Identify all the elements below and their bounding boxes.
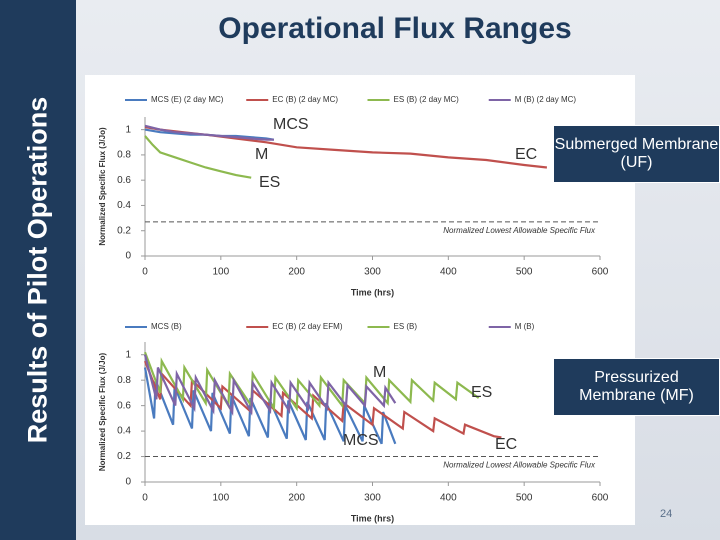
y-tick-label: 0.6 bbox=[117, 400, 131, 411]
series-line bbox=[144, 135, 252, 179]
x-tick-label: 0 bbox=[142, 493, 148, 504]
y-tick-label: 0.8 bbox=[117, 375, 131, 386]
x-tick-label: 200 bbox=[288, 267, 305, 278]
y-tick-label: 1 bbox=[125, 124, 131, 135]
x-tick-label: 400 bbox=[440, 267, 457, 278]
y-tick-label: 0.2 bbox=[117, 225, 131, 236]
series-annotation: EC bbox=[495, 436, 517, 453]
legend-label: M (B) bbox=[515, 322, 535, 331]
x-tick-label: 100 bbox=[212, 493, 229, 504]
x-tick-label: 200 bbox=[288, 493, 305, 504]
sidebar: Results of Pilot Operations bbox=[0, 0, 76, 540]
y-tick-label: 0.6 bbox=[117, 175, 131, 186]
y-axis-title: Normalized Specific Flux (J/Jo) bbox=[98, 127, 107, 246]
legend-label: ES (B) (2 day MC) bbox=[394, 95, 460, 104]
x-axis-title: Time (hrs) bbox=[351, 287, 394, 297]
series-annotation: MCS bbox=[273, 116, 309, 133]
x-axis-title: Time (hrs) bbox=[351, 513, 394, 523]
x-tick-label: 300 bbox=[364, 493, 381, 504]
series-annotation: ES bbox=[471, 384, 492, 401]
series-annotation: EC bbox=[515, 146, 537, 163]
chart-background bbox=[85, 75, 635, 525]
legend-label: MCS (B) bbox=[151, 322, 182, 331]
x-tick-label: 100 bbox=[212, 267, 229, 278]
x-tick-label: 600 bbox=[592, 267, 609, 278]
callout: Pressurized Membrane (MF) bbox=[553, 358, 720, 416]
x-tick-label: 600 bbox=[592, 493, 609, 504]
legend-label: EC (B) (2 day EFM) bbox=[272, 322, 343, 331]
y-tick-label: 0.8 bbox=[117, 150, 131, 161]
legend-label: MCS (E) (2 day MC) bbox=[151, 95, 224, 104]
threshold-label: Normalized Lowest Allowable Specific Flu… bbox=[443, 461, 596, 470]
series-line bbox=[143, 367, 397, 445]
x-tick-label: 500 bbox=[516, 493, 533, 504]
legend-label: ES (B) bbox=[394, 322, 418, 331]
series-line bbox=[143, 354, 397, 416]
y-tick-label: 0 bbox=[125, 251, 131, 262]
x-tick-label: 400 bbox=[440, 493, 457, 504]
x-tick-label: 500 bbox=[516, 267, 533, 278]
y-tick-label: 1 bbox=[125, 349, 131, 360]
y-axis-title: Normalized Specific Flux (J/Jo) bbox=[98, 353, 107, 472]
y-tick-label: 0.2 bbox=[117, 451, 131, 462]
x-tick-label: 0 bbox=[142, 267, 148, 278]
sidebar-title: Results of Pilot Operations bbox=[22, 96, 53, 444]
legend-label: M (B) (2 day MC) bbox=[515, 95, 577, 104]
y-tick-label: 0.4 bbox=[117, 200, 131, 211]
page-number: 24 bbox=[660, 508, 673, 520]
y-tick-label: 0 bbox=[125, 477, 131, 488]
slide-title: Operational Flux Ranges bbox=[218, 12, 572, 45]
series-annotation: ES bbox=[259, 174, 280, 191]
threshold-label: Normalized Lowest Allowable Specific Flu… bbox=[443, 226, 596, 235]
series-annotation: MCS bbox=[343, 432, 379, 449]
y-tick-label: 0.4 bbox=[117, 426, 131, 437]
legend-label: EC (B) (2 day MC) bbox=[272, 95, 338, 104]
series-line bbox=[144, 124, 274, 141]
x-tick-label: 300 bbox=[364, 267, 381, 278]
series-annotation: M bbox=[255, 146, 268, 163]
callout: Submerged Membrane (UF) bbox=[553, 125, 720, 183]
series-annotation: M bbox=[373, 364, 386, 381]
